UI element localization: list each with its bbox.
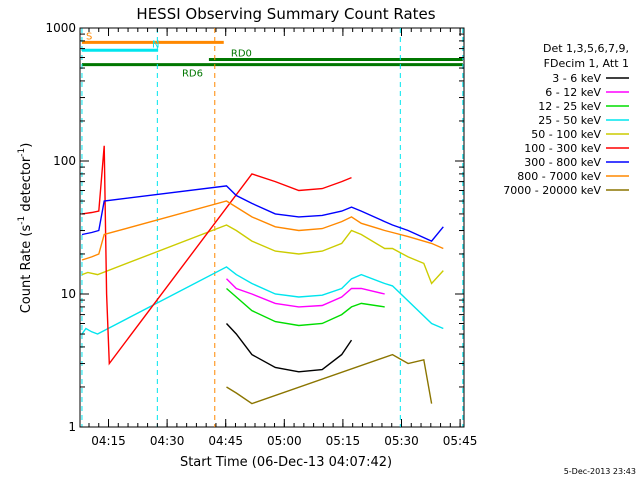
flag-lines: S N RD0 RD6 [81, 31, 463, 80]
y-tick-label-2: 100 [53, 154, 76, 168]
series-line-5 [81, 145, 352, 366]
chart-title: HESSI Observing Summary Count Rates [136, 5, 435, 23]
series-line-3 [81, 266, 444, 335]
x-axis-label: Start Time (06-Dec-13 04:07:42) [180, 455, 392, 470]
legend-label-5: 100 - 300 keV [524, 142, 601, 155]
legend-label-1: 6 - 12 keV [545, 86, 601, 99]
legend-label-0: 3 - 6 keV [552, 72, 601, 85]
y-axis-label-mid: detector [19, 156, 34, 216]
legend-label-7: 800 - 7000 keV [517, 170, 601, 183]
legend-header-2: FDecim 1, Att 1 [544, 57, 629, 70]
y-tick-label-3: 1000 [45, 21, 76, 35]
y-axis-label-sup1: -1 [17, 216, 27, 225]
x-tick-label-6: 05:45 [443, 434, 478, 448]
transition-lines [81, 28, 464, 427]
legend-label-2: 12 - 25 keV [538, 100, 601, 113]
flag-label-rd6: RD6 [182, 69, 203, 80]
flag-label-n: N [152, 39, 159, 50]
legend-label-8: 7000 - 20000 keV [503, 184, 601, 197]
flag-label-s: S [86, 31, 92, 42]
x-tick-label-0: 04:15 [91, 434, 126, 448]
legend-label-3: 25 - 50 keV [538, 114, 601, 127]
y-axis-ticks: 1 10 100 1000 [45, 21, 464, 434]
x-tick-label-1: 04:30 [150, 434, 185, 448]
legend: Det 1,3,5,6,7,9, FDecim 1, Att 1 3 - 6 k… [503, 42, 629, 197]
series-line-8 [226, 353, 433, 405]
y-tick-label-0: 1 [68, 420, 76, 434]
x-tick-label-3: 05:00 [267, 434, 302, 448]
series-line-4 [81, 224, 444, 285]
series-layer [81, 145, 444, 405]
plot-frame [79, 27, 465, 428]
series-line-2 [226, 287, 385, 327]
series-line-0 [225, 323, 353, 373]
series-line-1 [226, 278, 385, 308]
y-tick-label-1: 10 [61, 287, 76, 301]
y-axis-label: Count Rate (s-1 detector-1) [17, 143, 34, 314]
legend-header-1: Det 1,3,5,6,7,9, [543, 42, 629, 55]
x-tick-label-2: 04:45 [208, 434, 243, 448]
series-line-6 [81, 185, 444, 242]
legend-label-4: 50 - 100 keV [531, 128, 601, 141]
legend-label-6: 300 - 800 keV [524, 156, 601, 169]
x-tick-label-5: 05:30 [384, 434, 419, 448]
series-line-7 [81, 200, 444, 261]
flag-label-rd0: RD0 [231, 48, 252, 59]
x-axis-ticks: 04:15 04:30 04:45 05:00 05:15 05:30 05:45 [88, 28, 478, 448]
footer-timestamp: 5-Dec-2013 23:43 [564, 467, 636, 476]
y-axis-label-sup2: -1 [17, 148, 27, 157]
y-axis-label-end: ) [19, 143, 34, 148]
y-axis-label-main: Count Rate (s [19, 225, 34, 314]
x-tick-label-4: 05:15 [326, 434, 361, 448]
